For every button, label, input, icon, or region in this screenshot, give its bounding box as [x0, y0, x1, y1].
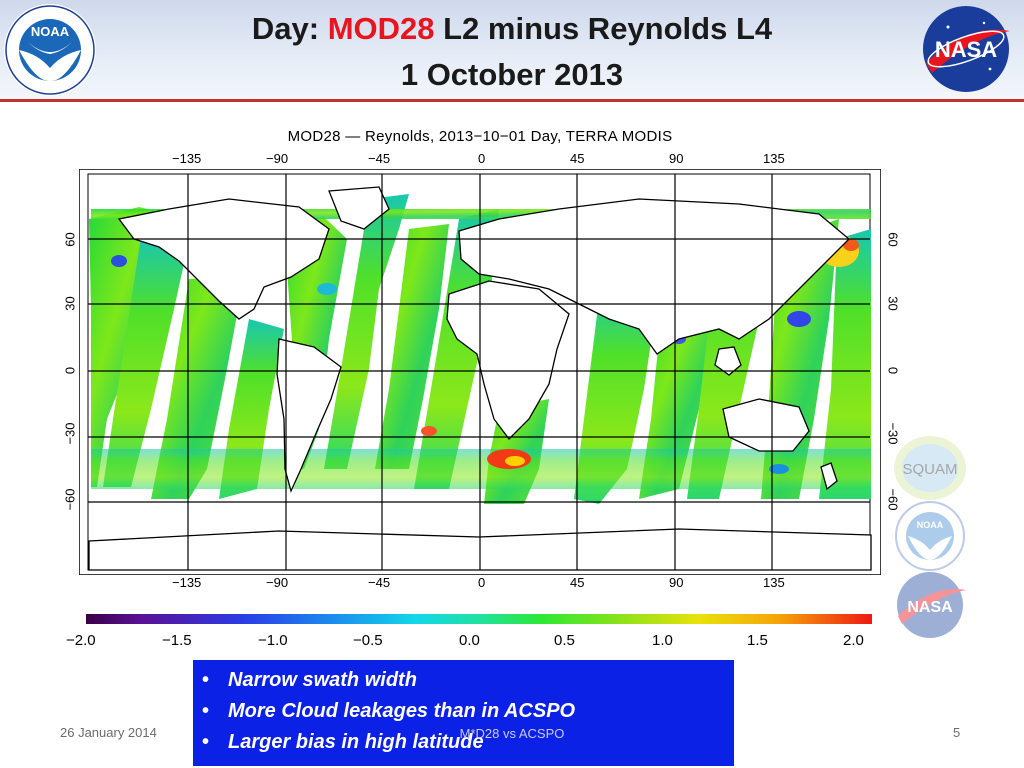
lon-label-bottom: −45 — [368, 575, 391, 590]
lon-label-bottom: 45 — [570, 575, 585, 590]
lat-label-right: 30 — [885, 296, 901, 311]
lat-label-left: 30 — [62, 296, 78, 311]
lon-label-top: −45 — [368, 151, 391, 166]
title-highlight: MOD28 — [327, 11, 435, 46]
page-number: 5 — [953, 725, 961, 740]
colorbar-tick: −0.5 — [353, 632, 383, 649]
lon-label-bottom: −90 — [266, 575, 289, 590]
color-scale-bar — [86, 614, 872, 624]
australia — [722, 398, 810, 452]
bullet-text: Narrow swath width — [228, 669, 417, 691]
bullet-dot: • — [202, 700, 210, 722]
lon-label-top: 45 — [570, 151, 585, 166]
noaa-side-logo: NOAA — [895, 501, 965, 571]
footer-date: 26 January 2014 — [60, 725, 157, 740]
noaa-side-logo-text: NOAA — [917, 520, 944, 530]
eurasia — [458, 198, 850, 355]
colorbar-tick: −1.5 — [162, 632, 192, 649]
north-america — [117, 198, 330, 320]
lat-label-left: −60 — [62, 488, 78, 511]
colorbar-tick: 0.5 — [554, 632, 575, 649]
title-suffix: L2 minus Reynolds L4 — [434, 11, 773, 46]
bullet-box: • Narrow swath width • More Cloud leakag… — [193, 660, 734, 766]
lon-label-bottom: 90 — [669, 575, 684, 590]
slide-header — [0, 0, 1024, 100]
new-zealand — [820, 462, 838, 491]
lon-label-bottom: 0 — [478, 575, 486, 590]
colorbar-tick: 1.0 — [652, 632, 673, 649]
africa — [446, 280, 570, 440]
bullet-dot: • — [202, 731, 210, 753]
bullet-text: More Cloud leakages than in ACSPO — [228, 700, 576, 722]
lon-label-top: 90 — [669, 151, 684, 166]
greenland — [328, 186, 390, 230]
lon-label-top: 0 — [478, 151, 486, 166]
lon-label-bottom: 135 — [763, 575, 785, 590]
noaa-logo: NOAA — [4, 4, 96, 96]
colorbar-tick: 0.0 — [459, 632, 480, 649]
lat-label-left: −30 — [62, 422, 78, 445]
borneo — [714, 346, 742, 376]
squam-logo: SQUAM — [894, 436, 966, 500]
header-divider — [0, 99, 1024, 102]
colorbar-tick: 1.5 — [747, 632, 768, 649]
footer-center: M*D28 vs ACSPO — [459, 726, 565, 741]
colorbar-tick: 2.0 — [843, 632, 864, 649]
nasa-side-logo-text: NASA — [907, 599, 953, 616]
lat-label-right: 60 — [885, 232, 901, 247]
lat-label-left: 0 — [62, 366, 78, 375]
south-america — [276, 338, 342, 493]
bullet-dot: • — [202, 669, 210, 691]
colorbar-tick: −2.0 — [66, 632, 96, 649]
sst-difference-map — [79, 169, 881, 575]
map-grid — [88, 174, 870, 570]
slide-title: Day: MOD28 L2 minus Reynolds L4 — [150, 10, 874, 48]
nasa-logo: NASA — [923, 6, 1010, 92]
lat-label-left: 60 — [62, 232, 78, 247]
lat-label-right: 0 — [885, 366, 901, 375]
colorbar-tick: −1.0 — [258, 632, 288, 649]
nasa-side-logo: NASA — [897, 572, 966, 638]
nasa-logo-text: NASA — [935, 37, 997, 62]
lon-label-top: −135 — [172, 151, 202, 166]
lon-label-bottom: −135 — [172, 575, 202, 590]
squam-logo-text: SQUAM — [902, 461, 957, 478]
slide-subtitle: 1 October 2013 — [400, 57, 624, 92]
bullet-text: Larger bias in high latitude — [228, 731, 484, 753]
map-title: MOD28 — Reynolds, 2013−10−01 Day, TERRA … — [287, 128, 673, 145]
noaa-logo-text: NOAA — [31, 24, 70, 39]
lon-label-top: −90 — [266, 151, 289, 166]
lon-label-top: 135 — [763, 151, 785, 166]
title-prefix: Day: — [251, 11, 328, 46]
